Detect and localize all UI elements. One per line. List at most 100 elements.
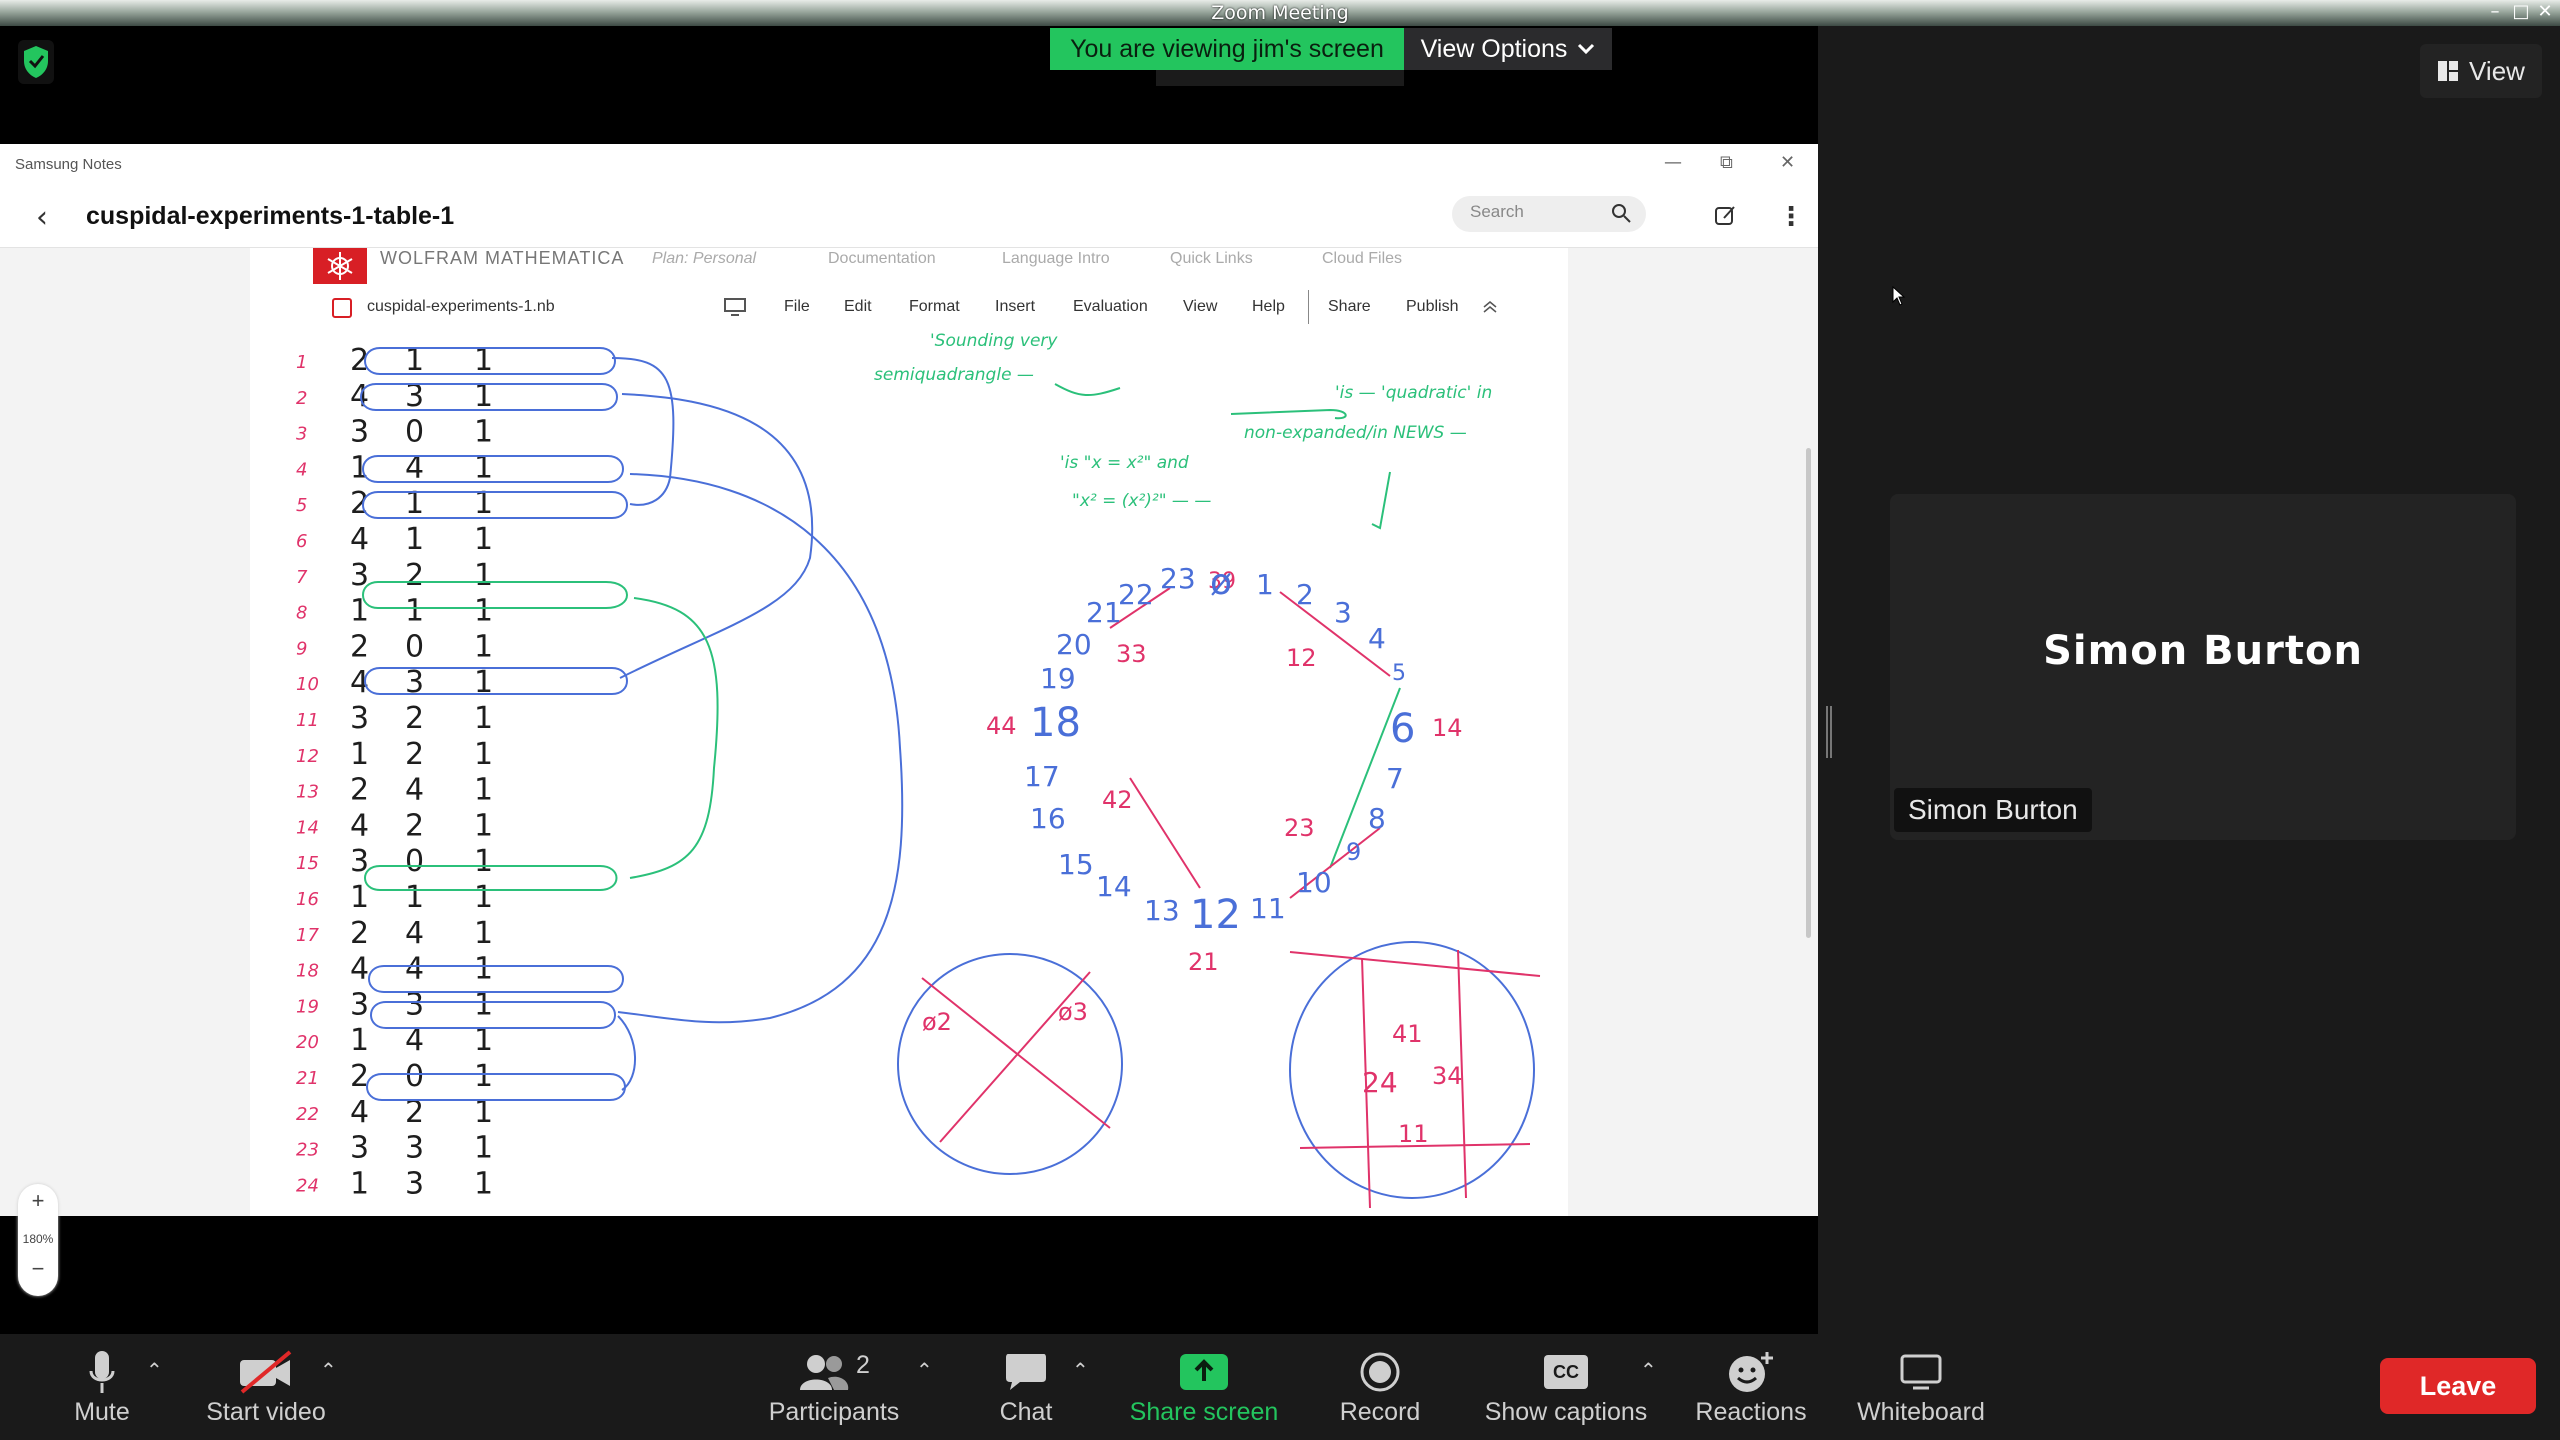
table-cell: 3 [350, 1131, 369, 1166]
panel-resize-handle[interactable] [1826, 706, 1832, 758]
menu-insert[interactable]: Insert [995, 298, 1036, 315]
video-options-chevron-icon[interactable]: ⌃ [320, 1358, 337, 1382]
ring-top-label: 39 [1208, 569, 1236, 594]
zoom-level: 180% [22, 1232, 54, 1246]
collapse-icon[interactable] [1482, 300, 1498, 314]
table-cell: 3 [405, 1166, 424, 1201]
security-shield-icon[interactable] [18, 40, 54, 84]
chevron-down-icon [1578, 43, 1595, 55]
nav-language-intro[interactable]: Language Intro [1002, 250, 1110, 267]
edit-icon[interactable] [1714, 204, 1738, 228]
captions-options-chevron-icon[interactable]: ⌃ [1640, 1358, 1657, 1382]
close-window-button[interactable]: ✕ [2537, 1, 2553, 22]
note-title: cuspidal-experiments-1-table-1 [86, 202, 455, 230]
table-cell: 1 [474, 594, 493, 629]
search-input[interactable]: Search [1452, 196, 1646, 232]
record-label: Record [1339, 1398, 1421, 1426]
menu-edit[interactable]: Edit [844, 298, 872, 315]
display-icon[interactable] [724, 298, 746, 316]
menu-format[interactable]: Format [909, 298, 960, 315]
table-cell: 4 [405, 1023, 424, 1058]
maximize-button[interactable]: □ [2512, 1, 2530, 22]
gallery-layout-icon [2438, 61, 2459, 81]
view-options-label: View Options [1420, 34, 1568, 63]
circle1-label-a: ø2 [922, 1008, 952, 1036]
note-page[interactable]: WOLFRAM MATHEMATICA Plan: Personal Docum… [250, 248, 1568, 1216]
table-cell: 1 [350, 1166, 369, 1201]
note-canvas[interactable]: WOLFRAM MATHEMATICA Plan: Personal Docum… [0, 248, 1818, 1296]
chat-options-chevron-icon[interactable]: ⌃ [1072, 1358, 1089, 1382]
table-cell: 2 [350, 1059, 369, 1094]
table-cell: 1 [474, 415, 493, 450]
participant-tile[interactable]: Simon Burton Simon Burton [1890, 494, 2516, 840]
table-cell: 2 [350, 343, 369, 378]
table-cell: 0 [405, 629, 424, 664]
participants-count: 2 [856, 1350, 870, 1379]
red-label-33: 33 [1116, 640, 1147, 668]
ring-right-11: 11 [1250, 892, 1286, 925]
whiteboard-button[interactable]: Whiteboard [1848, 1346, 1994, 1430]
nav-documentation[interactable]: Documentation [828, 250, 936, 267]
table-cell: 2 [350, 773, 369, 808]
reactions-label: Reactions [1695, 1398, 1807, 1426]
nav-quick-links[interactable]: Quick Links [1170, 250, 1253, 267]
app-close-button[interactable]: ✕ [1780, 152, 1796, 173]
audio-options-chevron-icon[interactable]: ⌃ [146, 1358, 163, 1382]
start-video-button[interactable]: Start video [196, 1346, 336, 1430]
back-arrow-icon[interactable]: ‹ [36, 200, 48, 235]
show-captions-button[interactable]: CC Show captions [1478, 1346, 1654, 1430]
handwriting-layer[interactable]: 1 2 1 12 4 3 13 3 0 14 1 4 15 2 1 16 4 1 17 3 2 18 1 1 19 2 0 110 4 3… [250, 248, 1568, 1216]
table-cell: 1 [350, 737, 369, 772]
nav-cloud-files[interactable]: Cloud Files [1322, 250, 1403, 267]
share-screen-button[interactable]: Share screen [1120, 1346, 1288, 1430]
window-titlebar: Zoom Meeting – □ ✕ [0, 0, 2560, 26]
menu-evaluation[interactable]: Evaluation [1073, 298, 1148, 315]
leave-meeting-button[interactable]: Leave [2380, 1358, 2536, 1414]
view-layout-button[interactable]: View [2420, 44, 2542, 98]
zoom-out-button[interactable]: − [31, 1256, 45, 1281]
table-cell: 1 [405, 343, 424, 378]
table-cell: 1 [350, 450, 369, 485]
menu-publish[interactable]: Publish [1406, 298, 1459, 315]
table-cell: 1 [474, 486, 493, 521]
table-cell: 2 [405, 737, 424, 772]
participants-button[interactable]: 2 Participants [762, 1346, 906, 1430]
table-cell: 3 [350, 558, 369, 593]
participants-options-chevron-icon[interactable]: ⌃ [916, 1358, 933, 1382]
circle2-label-11: 11 [1398, 1120, 1429, 1148]
red-label-23: 23 [1284, 814, 1315, 842]
note-green-2: semiquadrangle — [874, 365, 1034, 385]
mute-button[interactable]: Mute [62, 1346, 142, 1430]
menu-help[interactable]: Help [1252, 298, 1285, 315]
ring-left-18: 18 [1030, 700, 1081, 746]
table-cell: 3 [350, 701, 369, 736]
menu-view[interactable]: View [1183, 298, 1218, 315]
table-cell: 1 [474, 629, 493, 664]
row-number-label: 8 [296, 603, 307, 624]
menu-share[interactable]: Share [1328, 298, 1371, 315]
search-icon [1612, 204, 1631, 223]
row-number-label: 5 [296, 495, 307, 516]
table-cell: 3 [350, 987, 369, 1022]
plan-label: Plan: Personal [652, 250, 757, 267]
row-number-label: 17 [296, 925, 319, 946]
table-cell: 2 [350, 916, 369, 951]
app-restore-button[interactable]: ⧉ [1720, 152, 1733, 173]
record-button[interactable]: Record [1330, 1346, 1430, 1430]
menu-file[interactable]: File [784, 298, 810, 315]
view-options-button[interactable]: View Options [1404, 28, 1612, 70]
minimize-button[interactable]: – [2490, 1, 2500, 22]
reactions-button[interactable]: Reactions [1692, 1346, 1810, 1430]
chat-button[interactable]: Chat [986, 1346, 1066, 1430]
meeting-toolbar [0, 1334, 2560, 1440]
table-cell: 1 [474, 916, 493, 951]
more-options-icon[interactable]: ⋮ [1778, 202, 1804, 232]
row-number-label: 13 [296, 782, 319, 803]
table-cell: 0 [405, 844, 424, 879]
video-off-icon [240, 1350, 292, 1394]
zoom-in-button[interactable]: + [31, 1188, 45, 1213]
app-minimize-button[interactable]: — [1664, 152, 1682, 173]
table-cell: 4 [350, 522, 369, 557]
vertical-scrollbar[interactable] [1806, 448, 1811, 938]
ring-bottom-12: 12 [1190, 892, 1241, 938]
